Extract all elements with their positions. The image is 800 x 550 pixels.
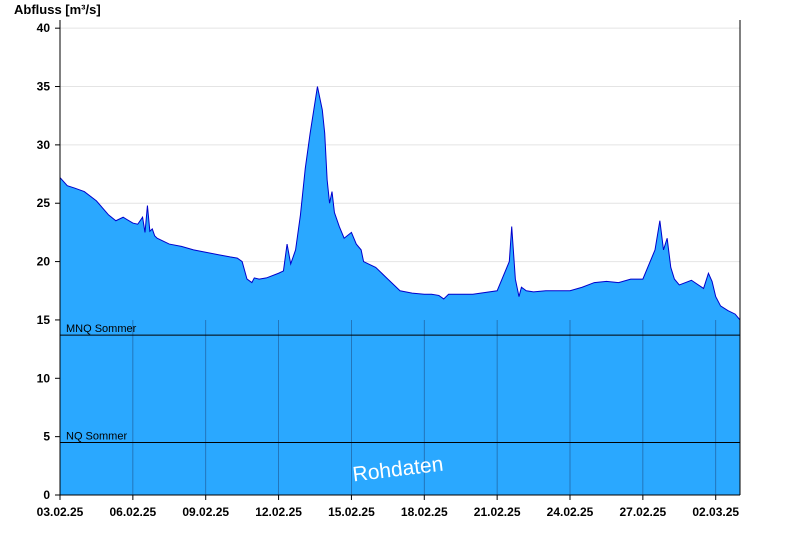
y-tick-label: 40 (37, 21, 51, 35)
x-tick-label: 21.02.25 (474, 505, 521, 519)
y-tick-label: 5 (43, 430, 50, 444)
x-tick-label: 09.02.25 (182, 505, 229, 519)
x-tick-label: 02.03.25 (692, 505, 739, 519)
x-tick-label: 15.02.25 (328, 505, 375, 519)
y-tick-label: 25 (37, 196, 51, 210)
y-axis-label: Abfluss [m³/s] (14, 2, 101, 17)
x-tick-label: 03.02.25 (37, 505, 84, 519)
discharge-line (59, 86, 741, 321)
x-tick-label: 06.02.25 (109, 505, 156, 519)
reference-lines: MNQ Sommer NQ Sommer (60, 323, 740, 443)
y-tick-label: 30 (37, 138, 51, 152)
y-tick-label: 35 (37, 80, 51, 94)
reference-line-label: MNQ Sommer (66, 323, 137, 335)
plot-area (59, 86, 741, 496)
x-tick-label: 12.02.25 (255, 505, 302, 519)
x-tick-label: 27.02.25 (619, 505, 666, 519)
y-tick-label: 20 (37, 255, 51, 269)
y-tick-label: 15 (37, 313, 51, 327)
y-ticks: 0 5 10 15 20 25 30 35 40 (37, 21, 60, 502)
axes (59, 20, 741, 496)
x-ticks: 03.02.25 06.02.25 09.02.25 12.02.25 15.02.25… (37, 495, 739, 519)
x-tick-label: 18.02.25 (401, 505, 448, 519)
x-tick-label: 24.02.25 (547, 505, 594, 519)
y-tick-label: 10 (37, 371, 51, 385)
reference-line-label: NQ Sommer (66, 430, 127, 442)
y-tick-label: 0 (43, 488, 50, 502)
